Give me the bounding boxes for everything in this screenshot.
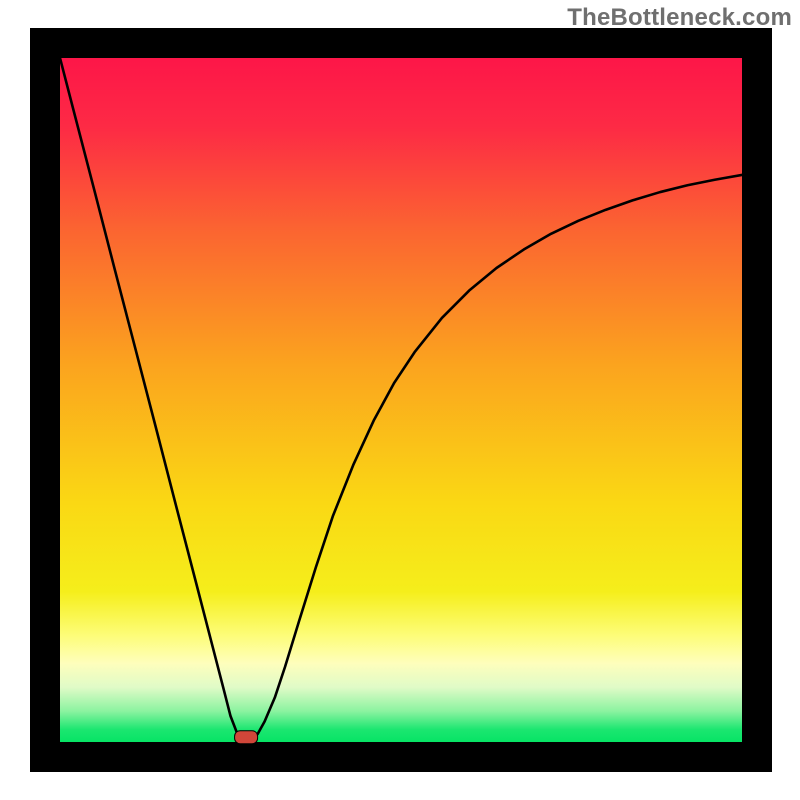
chart-frame: TheBottleneck.com (0, 0, 800, 800)
watermark-text: TheBottleneck.com (567, 4, 792, 32)
plot-area (30, 28, 772, 772)
optimum-marker (234, 730, 258, 744)
bottleneck-curve (60, 58, 742, 742)
